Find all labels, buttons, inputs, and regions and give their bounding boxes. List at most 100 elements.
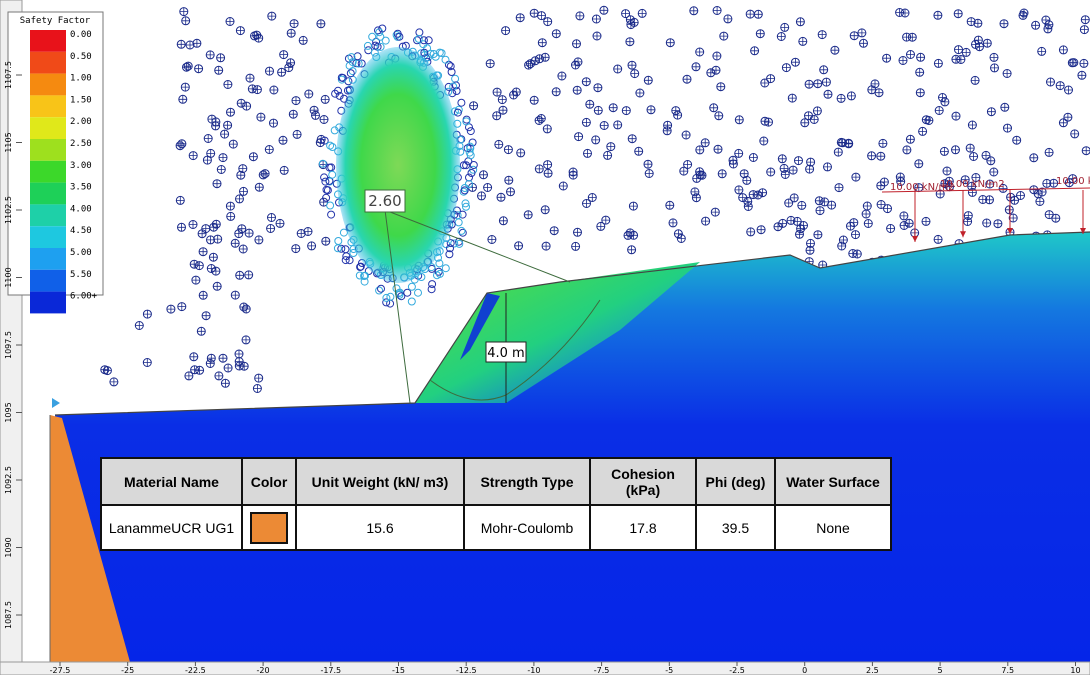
slip-center xyxy=(469,161,478,169)
slip-center-cross xyxy=(683,75,691,84)
slip-center xyxy=(805,245,815,255)
slip-center xyxy=(902,145,912,155)
slip-center xyxy=(492,111,502,121)
slip-center xyxy=(236,98,246,108)
slip-center xyxy=(175,195,185,205)
slip-center-cross xyxy=(1077,71,1086,80)
material-boundary xyxy=(50,415,130,662)
slip-center-cross xyxy=(805,80,814,89)
slip-center-cross xyxy=(644,160,652,169)
slip-center-cross xyxy=(497,193,505,202)
slip-center-cross xyxy=(990,63,999,72)
slip-center xyxy=(951,145,960,155)
slip-center-cross xyxy=(582,118,591,127)
slip-center-cross xyxy=(1056,81,1065,90)
slip-center xyxy=(202,155,212,165)
slip-center xyxy=(194,64,204,74)
slip-center xyxy=(644,169,654,178)
slip-center-cross xyxy=(798,37,807,46)
slip-center-cross xyxy=(259,170,268,179)
x-tick-label: 2.5 xyxy=(866,666,879,675)
slip-center xyxy=(899,221,909,230)
slip-center xyxy=(742,175,752,185)
slip-center xyxy=(234,349,244,359)
slip-center xyxy=(427,285,436,294)
slip-center xyxy=(191,275,201,285)
slip-center-cross xyxy=(895,8,904,17)
height-label-box xyxy=(485,341,527,363)
slip-center-cross xyxy=(844,139,853,148)
slip-center-cross xyxy=(176,141,185,150)
slip-center xyxy=(441,55,450,64)
load-arrowhead xyxy=(912,236,918,242)
slip-center-cross xyxy=(181,16,190,25)
slip-center-cross xyxy=(993,219,1002,228)
slip-center-cross xyxy=(837,94,846,103)
slip-center-cross xyxy=(231,239,240,248)
slip-center-cross xyxy=(1065,178,1074,187)
slip-center xyxy=(1010,195,1020,205)
slip-center-cross xyxy=(735,115,744,124)
slip-center xyxy=(766,74,776,84)
slip-center xyxy=(823,89,833,99)
x-tick-label: -27.5 xyxy=(50,666,71,675)
slip-center xyxy=(630,69,640,79)
slip-center xyxy=(971,173,981,182)
legend-label: 0.50 xyxy=(70,52,92,62)
slip-center-cross xyxy=(666,38,675,47)
slip-center-cross xyxy=(504,176,513,185)
slip-center xyxy=(933,234,943,244)
slip-center-cross xyxy=(963,217,972,226)
slip-center xyxy=(1031,20,1041,30)
slip-center xyxy=(790,57,800,67)
slip-center-cross xyxy=(254,374,263,383)
slip-center xyxy=(844,138,854,148)
load-line xyxy=(881,187,1090,193)
slip-center-cross xyxy=(206,235,215,244)
slip-center-cross xyxy=(254,235,263,244)
slip-center xyxy=(450,239,459,248)
slip-center xyxy=(238,244,248,254)
cell: Mohr-Coulomb xyxy=(463,504,591,551)
slip-center xyxy=(414,288,422,297)
slip-center xyxy=(933,58,943,68)
slip-center-cross xyxy=(1063,113,1072,122)
slip-center xyxy=(142,309,152,319)
slip-center xyxy=(485,59,495,69)
slip-center xyxy=(777,154,787,164)
slip-center xyxy=(734,148,744,158)
slip-center-cross xyxy=(504,145,513,154)
slip-center xyxy=(643,75,653,85)
slip-center-cross xyxy=(967,182,976,191)
slip-center xyxy=(226,107,235,117)
slip-center xyxy=(933,10,943,20)
header-cell: Color xyxy=(241,457,297,506)
slip-center-cross xyxy=(824,90,832,99)
slip-center xyxy=(355,271,364,280)
slip-center xyxy=(206,235,215,245)
slip-center-cross xyxy=(179,7,188,16)
slip-center xyxy=(823,162,832,172)
slip-center-cross xyxy=(224,364,233,372)
slip-center xyxy=(591,135,601,145)
slip-center-cross xyxy=(235,271,244,280)
slip-center xyxy=(789,193,799,203)
legend-label: 4.00 xyxy=(70,204,92,214)
slip-center xyxy=(237,224,247,234)
slip-center xyxy=(836,137,846,147)
slip-center xyxy=(942,166,952,176)
legend-swatch xyxy=(30,51,66,74)
slip-center-cross xyxy=(571,61,580,69)
header-cell: Phi (deg) xyxy=(695,457,776,506)
slip-center xyxy=(935,189,945,199)
slip-center xyxy=(403,288,412,297)
slip-center xyxy=(717,169,727,179)
slip-center-cross xyxy=(194,64,203,73)
slip-center xyxy=(523,210,533,220)
slip-center xyxy=(879,177,889,187)
slip-center-cross xyxy=(573,86,582,95)
legend-swatch xyxy=(30,182,66,205)
slip-center xyxy=(981,150,991,160)
slip-center-cross xyxy=(248,84,257,93)
